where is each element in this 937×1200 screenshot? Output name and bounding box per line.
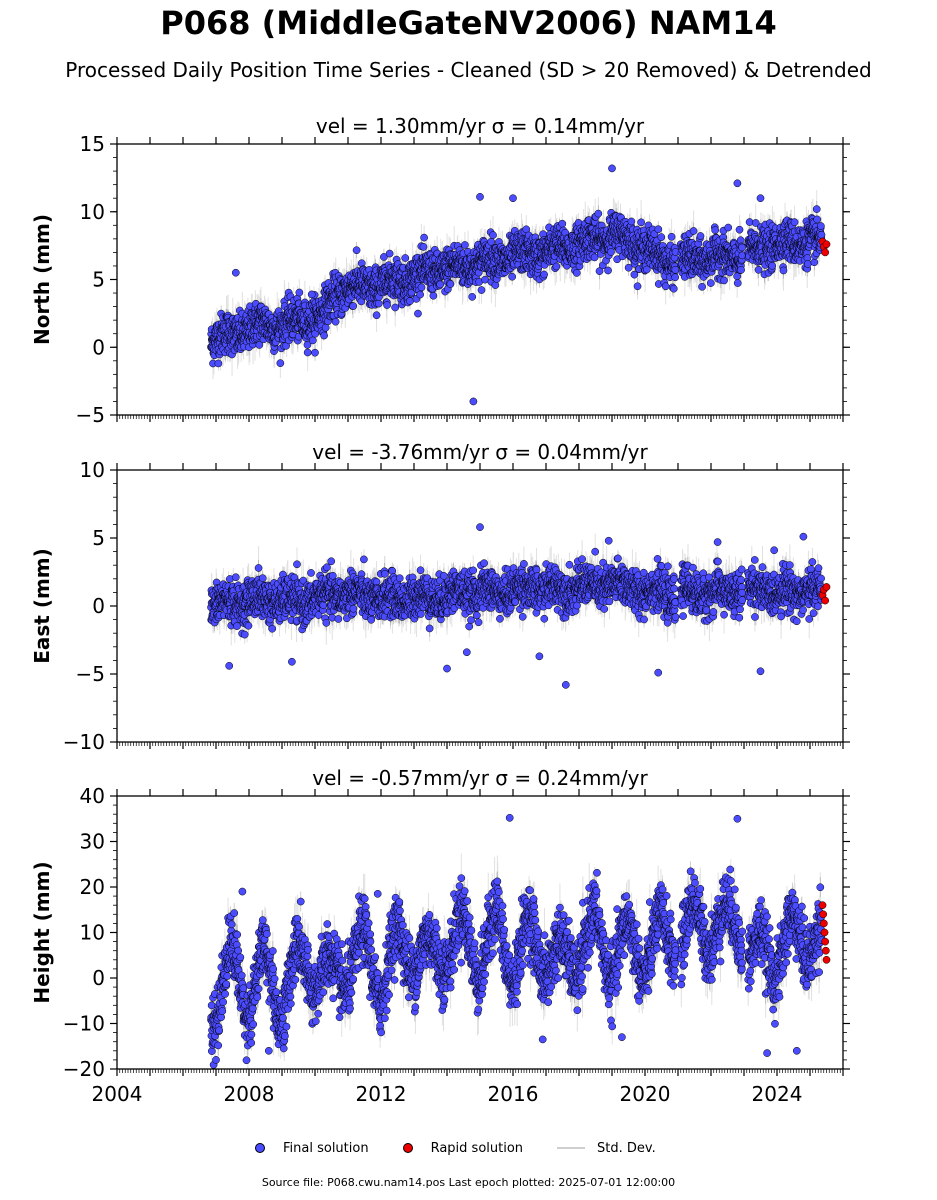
page-title: P068 (MiddleGateNV2006) NAM14 — [160, 4, 777, 42]
final-point — [255, 341, 264, 349]
final-point — [572, 269, 581, 277]
final-point — [391, 303, 400, 312]
final-point — [698, 282, 706, 291]
final-point — [508, 272, 517, 281]
final-point — [637, 218, 645, 227]
final-point — [429, 291, 438, 300]
final-point — [374, 299, 383, 308]
final-point — [349, 302, 358, 310]
final-point — [320, 331, 328, 340]
final-point — [594, 209, 603, 218]
final-point — [214, 359, 223, 368]
final-point — [477, 286, 486, 294]
final-point — [661, 282, 670, 291]
final-point — [689, 227, 698, 235]
final-point — [303, 340, 312, 349]
final-point — [657, 233, 666, 241]
final-point — [303, 348, 312, 357]
page-subtitle: Processed Daily Position Time Series - C… — [65, 58, 872, 82]
final-point — [654, 225, 663, 234]
final-point — [321, 323, 330, 332]
final-point — [558, 219, 567, 228]
final-point — [311, 348, 319, 357]
final-point — [416, 290, 424, 299]
final-point — [295, 288, 304, 297]
final-point — [352, 246, 361, 255]
final-point — [372, 311, 381, 320]
std-dev-lines — [210, 190, 822, 380]
final-solution-points — [207, 164, 826, 406]
final-point — [436, 280, 444, 289]
final-point — [414, 309, 422, 318]
final-point — [419, 243, 428, 251]
final-point — [667, 232, 676, 241]
final-point — [671, 273, 680, 282]
final-point — [331, 317, 340, 326]
final-point — [627, 217, 636, 226]
final-point — [380, 253, 388, 261]
final-point — [489, 231, 497, 239]
final-point — [604, 266, 612, 275]
final-point — [308, 336, 317, 345]
final-point — [468, 292, 477, 301]
final-point — [383, 301, 391, 309]
final-point — [417, 283, 426, 292]
plot-area — [207, 164, 831, 406]
final-point — [420, 233, 428, 242]
final-point — [461, 241, 469, 249]
final-point — [540, 270, 548, 279]
final-point — [633, 282, 642, 291]
final-point — [552, 262, 561, 271]
final-point — [669, 284, 678, 293]
final-point — [446, 280, 455, 288]
final-point — [671, 265, 680, 274]
final-point — [385, 249, 394, 258]
final-point — [696, 232, 705, 240]
final-point — [401, 254, 410, 262]
final-point — [607, 248, 615, 256]
final-point — [276, 359, 285, 367]
